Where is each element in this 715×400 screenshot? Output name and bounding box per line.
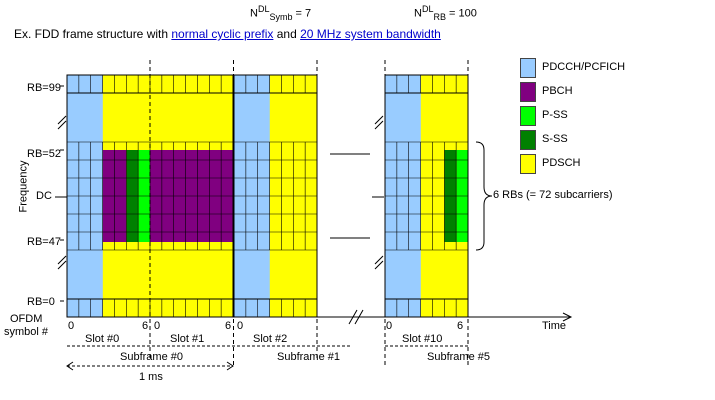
axis-break-mark: [374, 255, 384, 270]
rb52-label: RB=52: [27, 148, 61, 160]
slot1-label: Slot #1: [170, 333, 205, 345]
sym6-slot10: 6: [457, 320, 464, 332]
axis-break-mark: [57, 255, 67, 270]
rb0-label: RB=0: [27, 296, 55, 308]
pdcch-region: [67, 250, 103, 317]
bandwidth-link[interactable]: 20 MHz system bandwidth: [300, 27, 441, 41]
sym0-slot1: 0: [154, 320, 161, 332]
sym6-slot1: 6: [225, 320, 232, 332]
figure-title: Ex. FDD frame structure with normal cycl…: [14, 27, 441, 41]
slot2-label: Slot #2: [253, 333, 288, 345]
ofdm-label: OFDM: [10, 313, 43, 325]
symbol-label: symbol #: [4, 326, 49, 338]
subframe0-label: Subframe #0: [120, 351, 183, 363]
slot0-label: Slot #0: [85, 333, 120, 345]
legend-swatch: [520, 154, 536, 174]
duration-arrow-left: [66, 361, 74, 371]
axis-break-mark: [57, 115, 67, 130]
duration-label: 1 ms: [139, 371, 163, 383]
time-break-mark: [348, 309, 364, 325]
duration-arrow-right: [226, 361, 234, 371]
pdcch-region: [385, 75, 421, 142]
axis-break-mark: [374, 115, 384, 130]
legend-swatch: [520, 58, 536, 78]
pdcch-region: [234, 75, 270, 142]
pdcch-region: [385, 250, 421, 317]
legend-swatch: [520, 82, 536, 102]
slot10-label: Slot #10: [402, 333, 443, 345]
sym6-slot0: 6: [142, 320, 149, 332]
subframe5-label: Subframe #5: [427, 351, 490, 363]
six-rb-brace: [475, 141, 493, 251]
frequency-axis-label: Frequency: [17, 160, 30, 213]
rb99-label: RB=99: [27, 82, 61, 94]
time-arrow: [562, 312, 573, 322]
legend-label: S-SS: [542, 133, 568, 145]
rb47-label: RB=47: [27, 236, 61, 248]
legend-swatch: [520, 130, 536, 150]
legend-label: PBCH: [542, 85, 573, 97]
pdcch-region: [234, 250, 270, 317]
six-rb-brace-label: 6 RBs (= 72 subcarriers): [493, 189, 613, 201]
legend-label: PDSCH: [542, 157, 581, 169]
normal-cp-link[interactable]: normal cyclic prefix: [171, 27, 274, 41]
sym0-slot2: 0: [237, 320, 244, 332]
pdcch-region: [67, 75, 103, 142]
dc-label: DC: [36, 190, 52, 202]
nrb-label: NDLRB = 100: [414, 4, 477, 22]
legend-label: P-SS: [542, 109, 568, 121]
pdcch-region: [67, 142, 103, 150]
subframe1-label: Subframe #1: [277, 351, 340, 363]
legend-swatch: [520, 106, 536, 126]
sym0-sf0: 0: [68, 320, 75, 332]
time-axis-label: Time: [542, 320, 567, 332]
legend-label: PDCCH/PCFICH: [542, 61, 626, 73]
nsymb-label: NDLSymb = 7: [250, 4, 312, 22]
sym0-slot10: 0: [386, 320, 393, 332]
pdcch-region: [67, 242, 103, 250]
